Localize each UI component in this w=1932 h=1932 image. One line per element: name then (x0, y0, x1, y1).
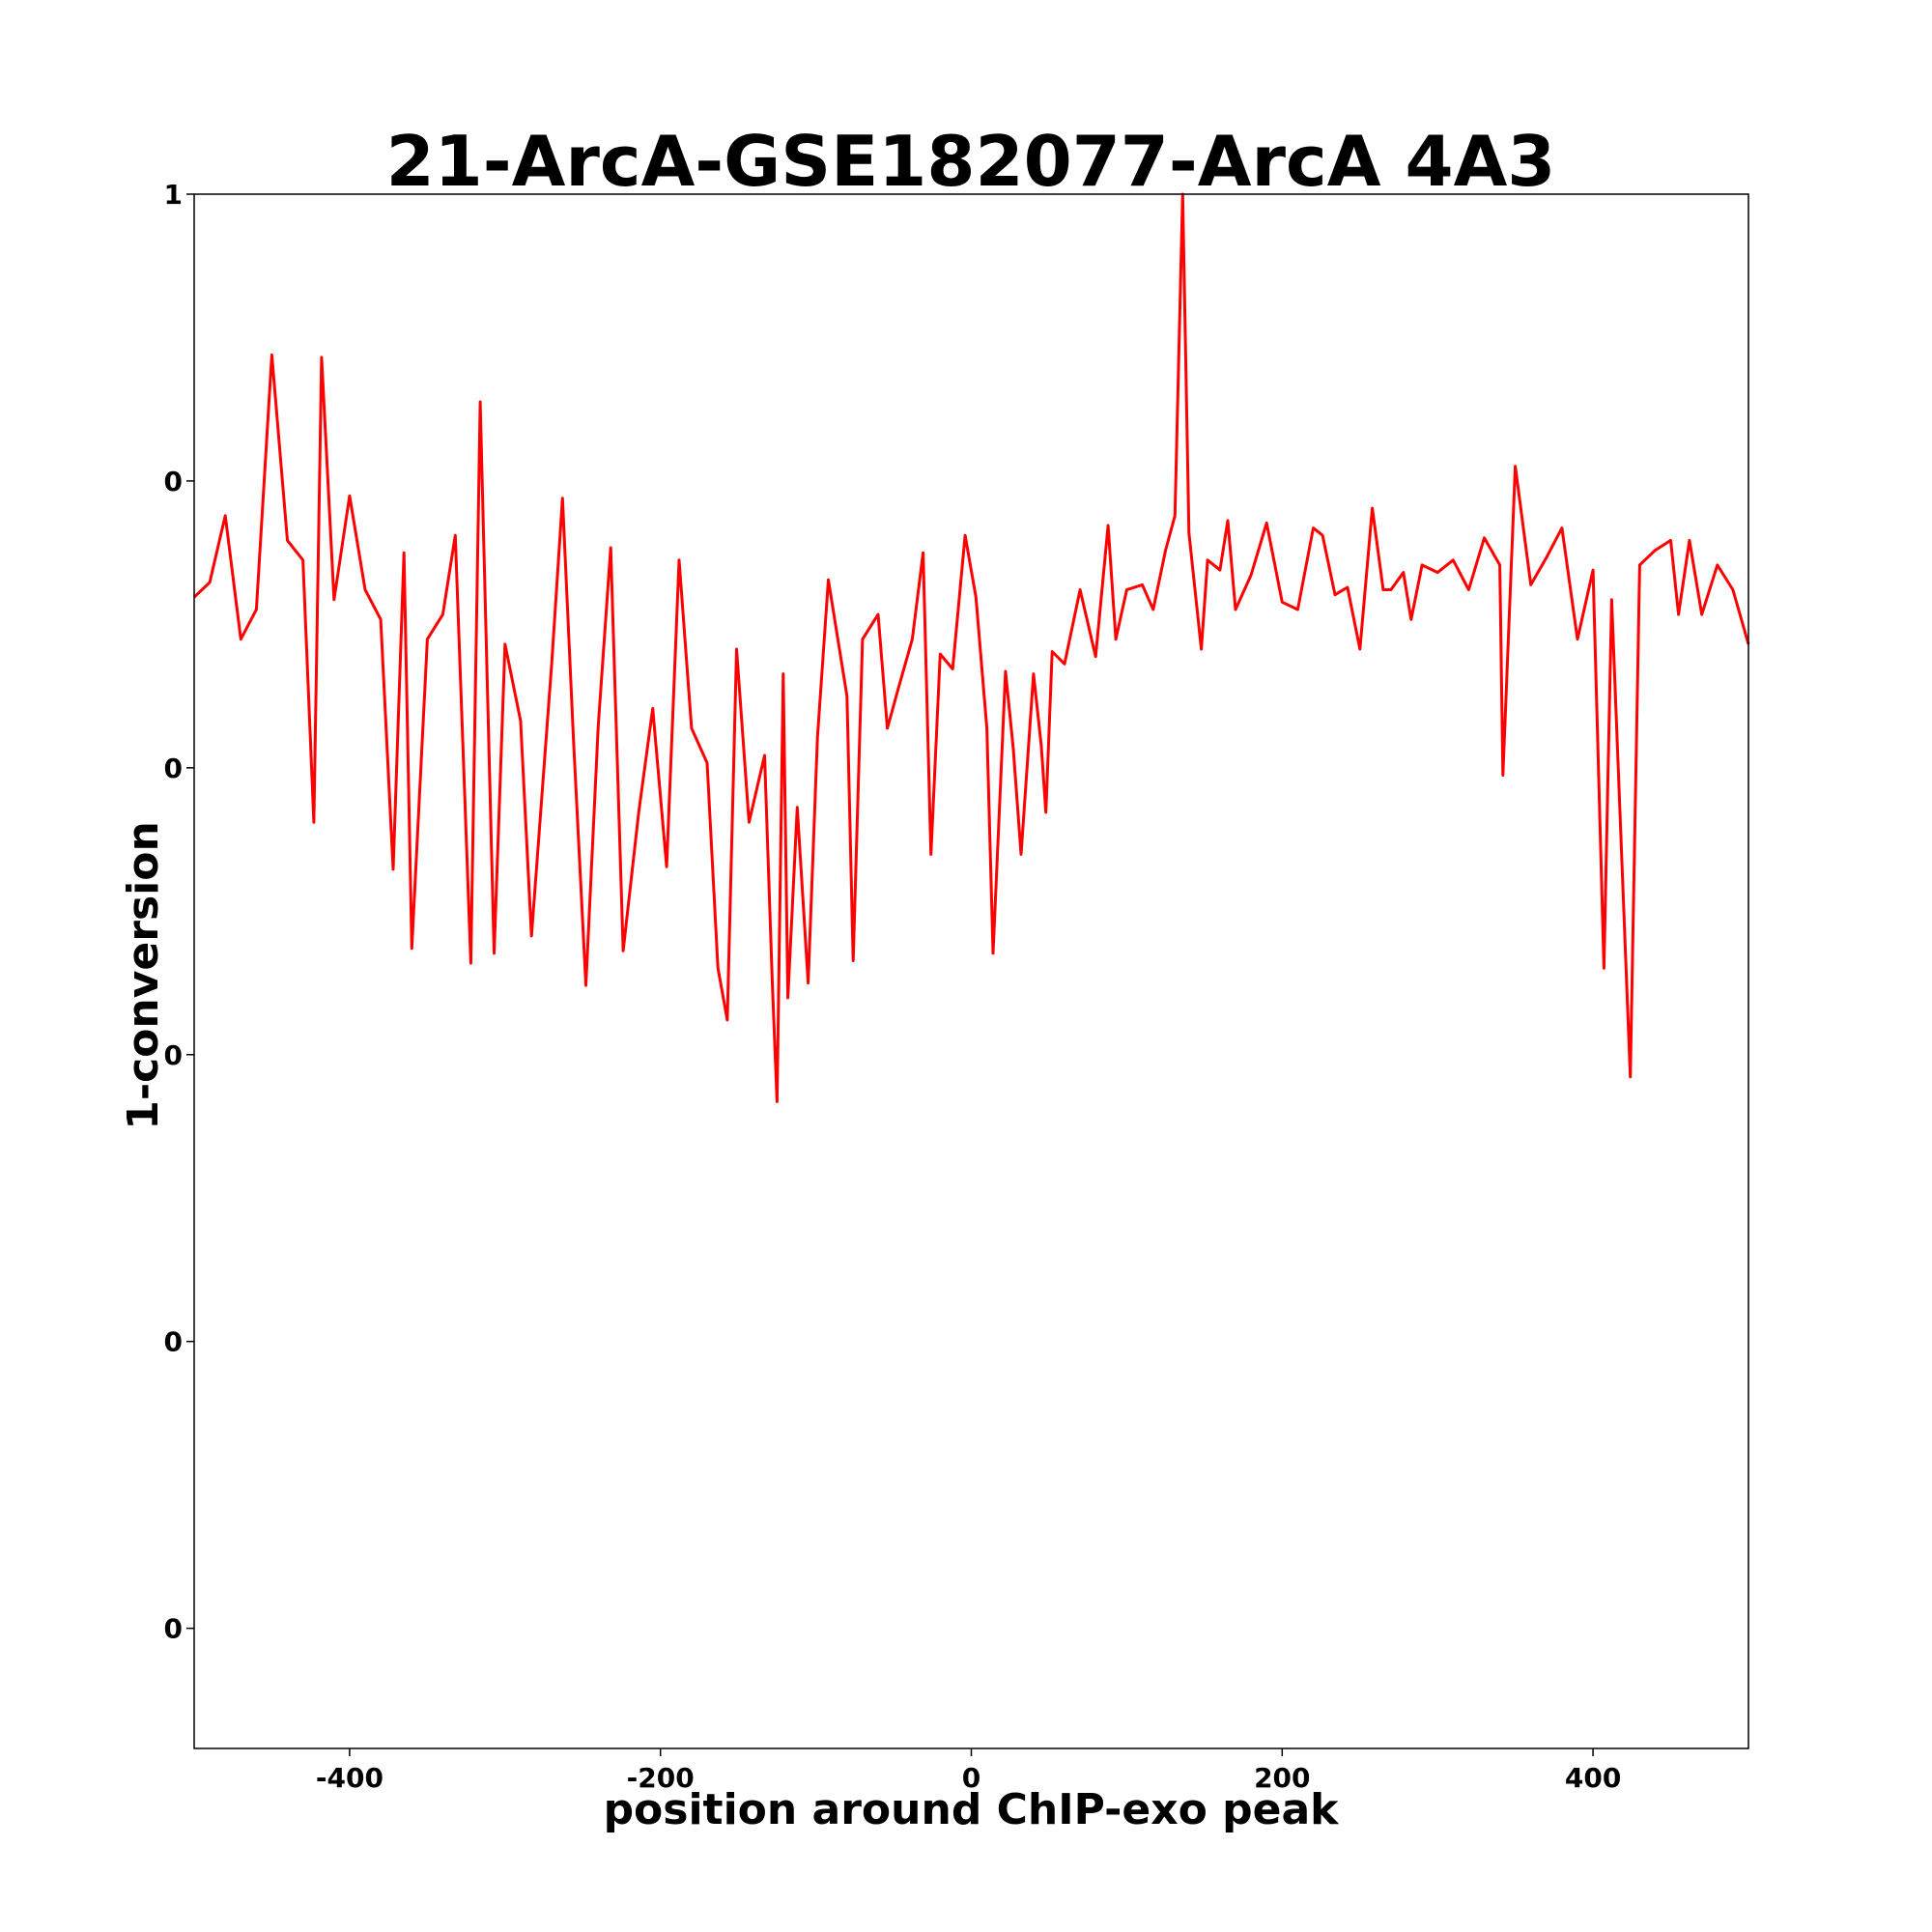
y-tick-label: 0 (164, 466, 183, 497)
axes-frame (193, 193, 1749, 1749)
x-tick-label: 400 (1565, 1762, 1621, 1794)
x-tick-label: 0 (962, 1762, 980, 1794)
x-tick-label: -400 (316, 1762, 384, 1794)
x-axis-ticks: -400 -200 0 200 400 (316, 1748, 1621, 1794)
x-tick-label: -200 (627, 1762, 695, 1794)
y-tick-label: 0 (164, 753, 183, 784)
series-line-0 (192, 192, 1750, 1103)
y-tick-label: 0 (164, 1326, 183, 1358)
series-layer (192, 192, 1750, 1103)
plot-area: -400 -200 0 200 400 0 0 0 0 0 1 (164, 179, 1750, 1794)
y-tick-label: 1 (164, 179, 183, 211)
x-tick-label: 200 (1254, 1762, 1310, 1794)
x-axis-label: position around ChIP-exo peak (604, 1785, 1341, 1834)
y-axis-label: 1-conversion (119, 821, 168, 1130)
y-axis-ticks: 0 0 0 0 0 1 (164, 179, 194, 1645)
y-tick-label: 0 (164, 1039, 183, 1071)
y-tick-label: 0 (164, 1613, 183, 1645)
chart-title: 21-ArcA-GSE182077-ArcA 4A3 (386, 121, 1556, 202)
